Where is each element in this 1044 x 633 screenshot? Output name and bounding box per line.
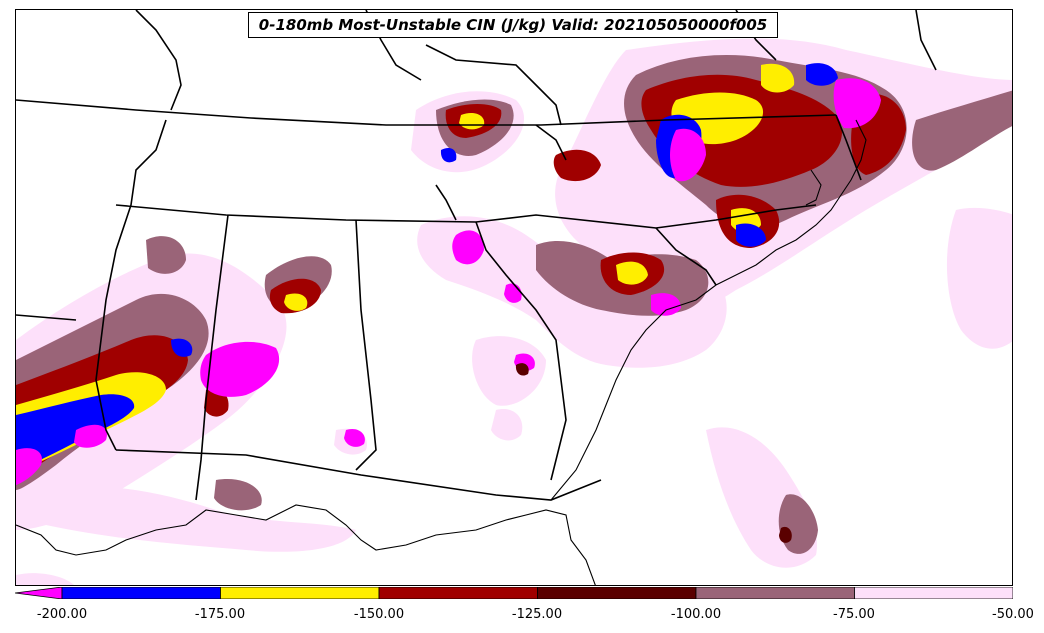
colorbar-tick-label: -50.00 <box>992 607 1034 622</box>
colorbar-cell <box>220 587 380 599</box>
colorbar-tick-label: -150.00 <box>353 607 405 622</box>
cin-band-very-dark-red <box>515 363 792 543</box>
colorbar <box>15 587 1013 599</box>
cin-band-magenta <box>16 78 881 485</box>
map-panel <box>15 9 1013 586</box>
colorbar-cell <box>61 587 221 599</box>
colorbar-tick-label: -75.00 <box>833 607 875 622</box>
colorbar-tick-label: -175.00 <box>194 607 246 622</box>
colorbar-tick-label: -125.00 <box>511 607 563 622</box>
state-boundaries <box>16 10 937 501</box>
colorbar-cell <box>695 587 855 599</box>
colorbar-extend-arrow <box>15 587 63 599</box>
coastline <box>16 119 867 585</box>
colorbar-cell <box>854 587 1013 599</box>
colorbar-tick-label: -100.00 <box>670 607 722 622</box>
colorbar-cell <box>378 587 538 599</box>
colorbar-tick-label: -200.00 <box>36 607 88 622</box>
colorbar-cell <box>537 587 697 599</box>
map-title: 0-180mb Most-Unstable CIN (J/kg) Valid: … <box>248 12 778 38</box>
cin-map <box>16 10 1012 585</box>
